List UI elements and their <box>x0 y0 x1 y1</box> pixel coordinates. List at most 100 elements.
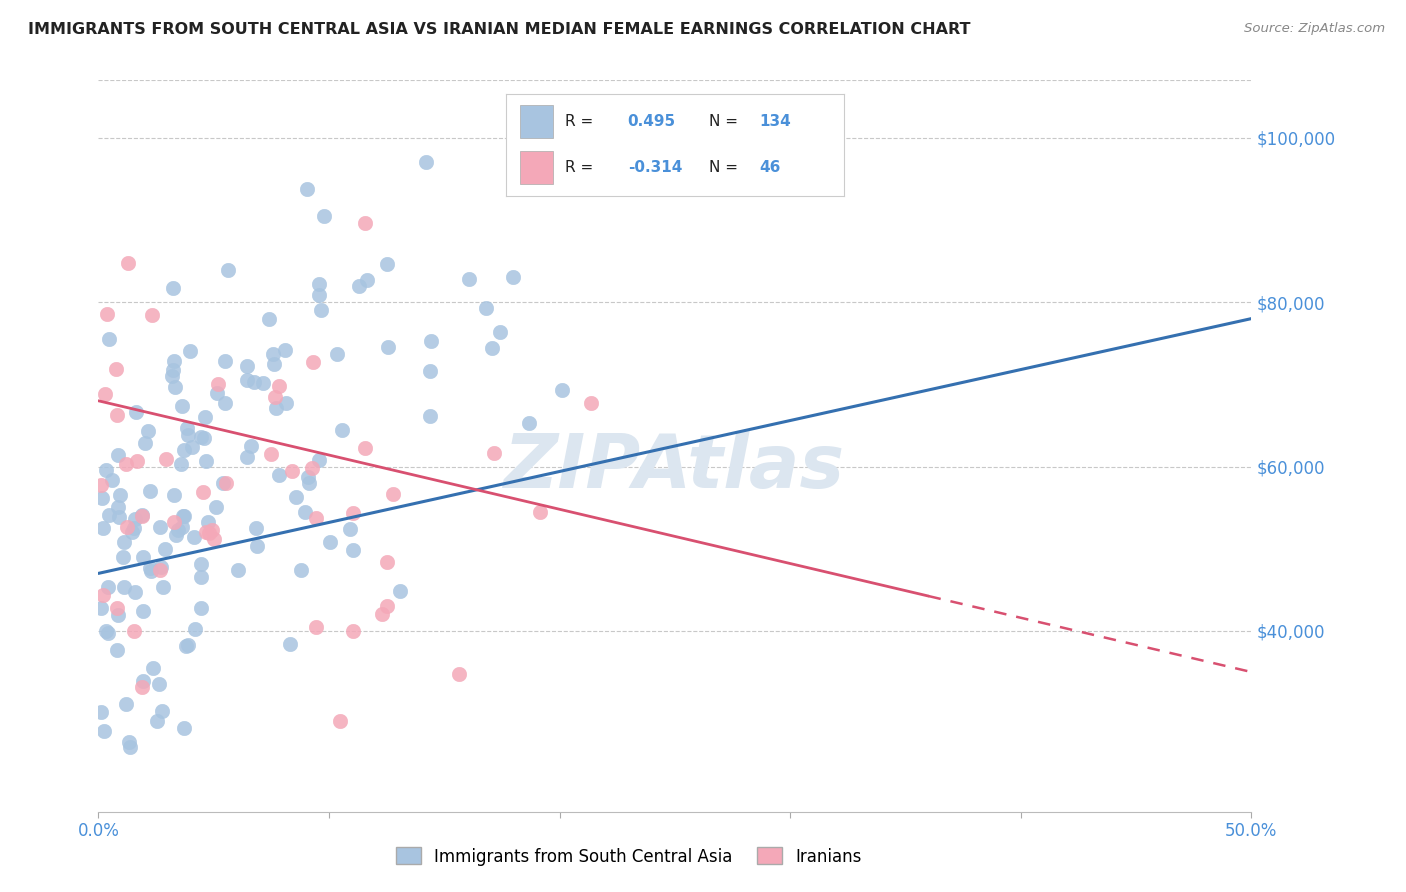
Point <box>176 421 198 435</box>
Point <box>180 440 202 454</box>
Point <box>375 599 398 614</box>
Point <box>131 508 153 523</box>
Point <box>160 368 183 383</box>
Point <box>98 332 121 346</box>
Point <box>97 508 120 522</box>
Point <box>115 519 138 533</box>
Point <box>305 620 328 634</box>
Point <box>301 461 323 475</box>
Point <box>124 585 146 599</box>
Point <box>301 355 323 369</box>
Text: 46: 46 <box>759 160 780 175</box>
Point <box>125 454 148 468</box>
Point <box>141 308 163 322</box>
Point <box>215 475 238 490</box>
Point <box>262 347 284 361</box>
Point <box>308 277 330 292</box>
Point <box>131 681 153 695</box>
Point <box>190 570 212 584</box>
Point <box>190 600 212 615</box>
Point <box>236 373 259 387</box>
Point <box>419 409 441 423</box>
Point <box>226 563 249 577</box>
Point <box>195 454 218 468</box>
Point <box>481 341 503 355</box>
Point <box>245 521 267 535</box>
Point <box>290 564 312 578</box>
Point <box>517 416 540 430</box>
Point <box>163 515 186 529</box>
Point <box>342 506 364 520</box>
Point <box>356 273 378 287</box>
Point <box>132 674 155 689</box>
Point <box>419 364 441 378</box>
Point <box>375 555 398 569</box>
Point <box>280 637 302 651</box>
Point <box>107 448 129 462</box>
Point <box>172 509 194 524</box>
Point <box>298 476 321 491</box>
Point <box>139 565 162 579</box>
Point <box>121 524 143 539</box>
Point <box>110 488 132 502</box>
Point <box>155 452 177 467</box>
Point <box>260 448 283 462</box>
Point <box>101 473 124 487</box>
Point <box>194 524 217 539</box>
Point <box>173 508 195 523</box>
Point <box>105 362 128 376</box>
Point <box>502 270 524 285</box>
Point <box>328 714 350 729</box>
Point <box>214 353 236 368</box>
Point <box>107 608 129 623</box>
Point <box>311 302 333 317</box>
Point <box>252 376 274 390</box>
Text: 134: 134 <box>759 114 792 128</box>
Point <box>207 376 229 391</box>
Point <box>616 119 638 133</box>
Point <box>259 312 281 326</box>
Point <box>177 427 200 442</box>
Point <box>389 584 412 599</box>
Point <box>194 410 217 425</box>
Point <box>349 278 371 293</box>
Point <box>165 379 187 393</box>
Point <box>122 521 145 535</box>
Point <box>240 439 263 453</box>
Point <box>132 604 155 618</box>
Point <box>138 484 160 499</box>
Point <box>138 561 160 575</box>
Point <box>97 580 120 594</box>
Point <box>91 588 114 602</box>
Point <box>193 431 215 445</box>
Point <box>375 257 398 271</box>
Point <box>319 535 342 549</box>
Point <box>90 478 112 492</box>
Point <box>281 464 304 478</box>
Point <box>107 510 129 524</box>
Text: R =: R = <box>565 114 593 128</box>
Point <box>174 639 197 653</box>
Point <box>236 359 259 373</box>
Point <box>96 307 118 321</box>
Point <box>415 155 437 169</box>
Point <box>97 626 120 640</box>
Text: N =: N = <box>709 160 738 175</box>
Point <box>419 334 441 348</box>
Point <box>191 485 214 500</box>
Text: ZIPAtlas: ZIPAtlas <box>505 432 845 505</box>
Point <box>105 409 128 423</box>
Point <box>217 263 239 277</box>
Point <box>308 452 330 467</box>
Point <box>173 722 195 736</box>
FancyBboxPatch shape <box>520 105 554 137</box>
Point <box>183 622 205 636</box>
Point <box>148 520 170 534</box>
Point <box>484 446 506 460</box>
Point <box>165 527 187 541</box>
Point <box>183 530 205 544</box>
Point <box>90 601 112 615</box>
Point <box>105 601 128 615</box>
Point <box>529 505 551 519</box>
Point <box>342 624 364 638</box>
